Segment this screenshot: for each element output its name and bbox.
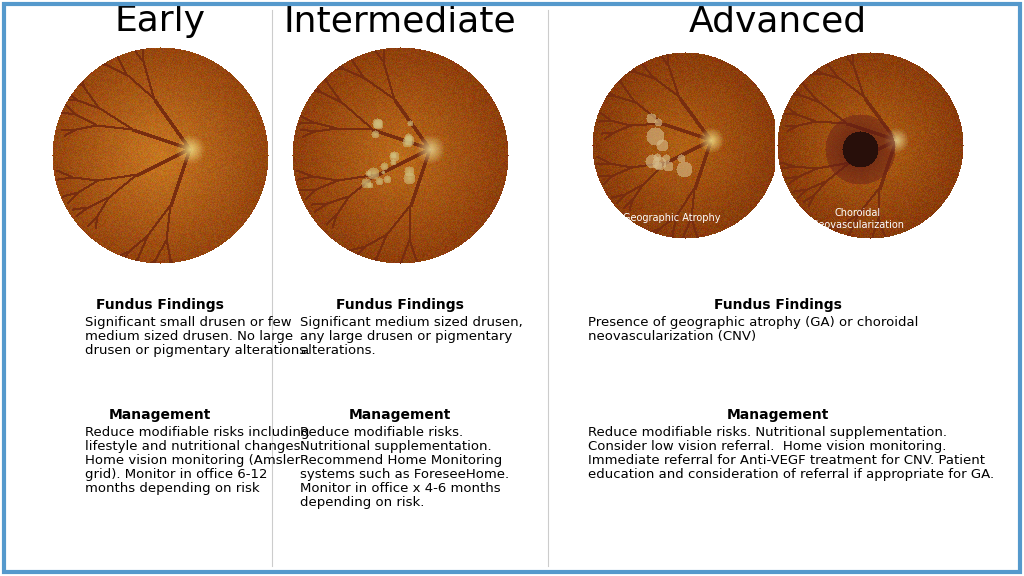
Text: Nutritional supplementation.: Nutritional supplementation. <box>300 440 492 453</box>
Text: Geographic Atrophy: Geographic Atrophy <box>624 213 721 223</box>
Text: Fundus Findings: Fundus Findings <box>714 298 842 312</box>
Text: any large drusen or pigmentary: any large drusen or pigmentary <box>300 330 512 343</box>
Text: Recommend Home Monitoring: Recommend Home Monitoring <box>300 454 502 467</box>
Text: lifestyle and nutritional changes.: lifestyle and nutritional changes. <box>85 440 304 453</box>
Text: Advanced: Advanced <box>689 4 867 38</box>
Text: Consider low vision referral.  Home vision monitoring.: Consider low vision referral. Home visio… <box>588 440 946 453</box>
Text: medium sized drusen. No large: medium sized drusen. No large <box>85 330 293 343</box>
Text: Reduce modifiable risks including: Reduce modifiable risks including <box>85 426 309 439</box>
Text: Fundus Findings: Fundus Findings <box>336 298 464 312</box>
Text: depending on risk.: depending on risk. <box>300 496 424 509</box>
Text: Management: Management <box>109 408 211 422</box>
Text: Management: Management <box>349 408 452 422</box>
Text: months depending on risk: months depending on risk <box>85 482 260 495</box>
Text: Significant medium sized drusen,: Significant medium sized drusen, <box>300 316 522 329</box>
Text: Monitor in office x 4-6 months: Monitor in office x 4-6 months <box>300 482 501 495</box>
Text: Intermediate: Intermediate <box>284 4 516 38</box>
Text: alterations.: alterations. <box>300 344 376 357</box>
Text: systems such as ForeseeHome.: systems such as ForeseeHome. <box>300 468 509 481</box>
Text: Reduce modifiable risks.: Reduce modifiable risks. <box>300 426 463 439</box>
Text: drusen or pigmentary alterations.: drusen or pigmentary alterations. <box>85 344 310 357</box>
Text: Home vision monitoring (Amsler: Home vision monitoring (Amsler <box>85 454 300 467</box>
Text: Reduce modifiable risks. Nutritional supplementation.: Reduce modifiable risks. Nutritional sup… <box>588 426 947 439</box>
Text: Management: Management <box>727 408 829 422</box>
Text: Early: Early <box>115 4 206 38</box>
Text: Fundus Findings: Fundus Findings <box>96 298 224 312</box>
Text: Immediate referral for Anti-VEGF treatment for CNV. Patient: Immediate referral for Anti-VEGF treatme… <box>588 454 985 467</box>
Text: Significant small drusen or few: Significant small drusen or few <box>85 316 292 329</box>
Text: neovascularization (CNV): neovascularization (CNV) <box>588 330 756 343</box>
Text: Presence of geographic atrophy (GA) or choroidal: Presence of geographic atrophy (GA) or c… <box>588 316 919 329</box>
Text: Choroidal
Neovascularization: Choroidal Neovascularization <box>811 209 904 230</box>
Text: education and consideration of referral if appropriate for GA.: education and consideration of referral … <box>588 468 994 481</box>
Text: grid). Monitor in office 6-12: grid). Monitor in office 6-12 <box>85 468 267 481</box>
